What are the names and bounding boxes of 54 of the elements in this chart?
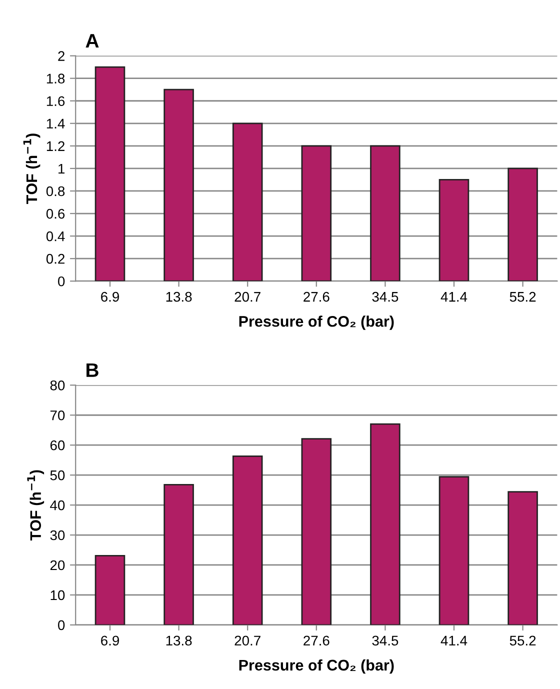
bar	[508, 491, 538, 625]
bar	[438, 179, 470, 282]
y-tick-label: 0.4	[46, 231, 65, 242]
bar	[370, 423, 400, 625]
y-tick-label: 1	[58, 164, 65, 174]
y-tick-label: 40	[50, 500, 65, 510]
y-tick-label: 30	[50, 530, 65, 540]
y-tick-label: 2	[58, 51, 64, 61]
x-tick-label: 6.9	[101, 636, 119, 646]
y-axis-title: TOF (h$^{−1}$)	[23, 134, 40, 204]
x-axis-title: Pressure of CO₂ (bar)	[239, 316, 394, 330]
x-tick-label: 34.5	[372, 636, 398, 646]
y-tick-label: 1.6	[46, 96, 65, 106]
y-tick-label: 0.8	[46, 186, 65, 196]
bar	[164, 88, 194, 282]
y-axis-title: TOF (h$^{−1}$)	[27, 470, 44, 541]
y-tick-label: 1.8	[46, 74, 65, 84]
x-tick-label: 41.4	[440, 292, 468, 302]
y-tick-label: 50	[50, 470, 65, 480]
x-axis-title: Pressure of CO₂ (bar)	[239, 659, 394, 674]
x-tick-label: 6.9	[101, 292, 119, 302]
chart-title: A	[86, 34, 99, 48]
bar	[301, 438, 332, 625]
bar	[164, 484, 194, 625]
y-tick-label: 20	[50, 560, 65, 570]
x-tick-label: 34.5	[372, 292, 398, 302]
x-tick-label: 20.7	[234, 636, 260, 646]
bar	[508, 168, 538, 282]
y-tick-label: 0	[58, 276, 65, 286]
y-tick-label: 70	[50, 410, 65, 420]
bar	[301, 145, 332, 282]
x-tick-label: 55.2	[510, 636, 536, 646]
y-tick-label: 0	[58, 620, 65, 630]
y-tick-label: 1.4	[46, 118, 65, 128]
bar	[94, 554, 126, 625]
bar	[232, 122, 263, 282]
x-tick-label: 13.8	[166, 292, 192, 302]
bar	[370, 145, 400, 282]
bar	[438, 476, 470, 625]
chart-title: B	[86, 363, 98, 377]
x-tick-label: 13.8	[166, 636, 192, 646]
y-tick-label: 80	[50, 380, 65, 390]
x-tick-label: 20.7	[234, 292, 260, 302]
x-tick-label: 41.4	[440, 636, 468, 646]
y-tick-label: 0.6	[46, 208, 65, 219]
bar	[94, 66, 126, 282]
x-tick-label: 27.6	[304, 292, 330, 302]
x-tick-label: 55.2	[510, 292, 536, 302]
y-tick-label: 0.2	[46, 254, 64, 264]
x-tick-label: 27.6	[304, 636, 330, 646]
y-tick-label: 1.2	[46, 141, 64, 151]
bar	[232, 455, 263, 625]
y-tick-label: 60	[50, 440, 65, 450]
y-tick-label: 10	[50, 590, 65, 600]
